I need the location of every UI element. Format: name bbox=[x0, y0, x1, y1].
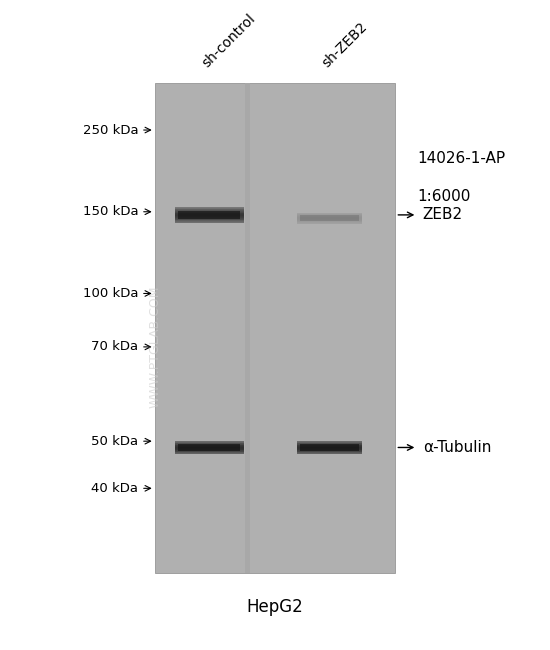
Text: WWW.PTGLAB.COM: WWW.PTGLAB.COM bbox=[148, 285, 161, 408]
Bar bbox=[175, 211, 244, 212]
Bar bbox=[175, 450, 244, 451]
Bar bbox=[175, 216, 244, 217]
Bar bbox=[175, 444, 244, 445]
Bar bbox=[297, 443, 362, 444]
Text: 150 kDa: 150 kDa bbox=[82, 205, 138, 218]
Bar bbox=[175, 214, 244, 215]
Bar bbox=[300, 215, 359, 221]
Bar bbox=[245, 83, 250, 573]
Bar bbox=[297, 445, 362, 446]
Bar bbox=[175, 219, 244, 220]
Bar bbox=[297, 452, 362, 453]
Bar bbox=[175, 215, 244, 216]
Bar bbox=[175, 217, 244, 218]
Bar bbox=[297, 444, 362, 445]
Bar bbox=[175, 445, 244, 446]
Bar bbox=[175, 221, 244, 222]
Bar bbox=[297, 447, 362, 448]
Bar bbox=[300, 444, 359, 451]
Text: 50 kDa: 50 kDa bbox=[91, 435, 138, 448]
Text: 100 kDa: 100 kDa bbox=[82, 287, 138, 300]
Bar bbox=[175, 441, 244, 442]
Text: ZEB2: ZEB2 bbox=[423, 207, 463, 222]
Bar bbox=[175, 213, 244, 214]
Bar bbox=[297, 451, 362, 452]
Text: α-Tubulin: α-Tubulin bbox=[423, 440, 491, 455]
Bar bbox=[175, 208, 244, 209]
Bar bbox=[175, 220, 244, 221]
Bar bbox=[175, 218, 244, 219]
Text: sh-control: sh-control bbox=[200, 12, 258, 70]
Bar bbox=[297, 446, 362, 447]
Text: 1:6000: 1:6000 bbox=[417, 188, 471, 203]
Bar bbox=[297, 441, 362, 442]
Bar bbox=[175, 222, 244, 223]
Bar bbox=[297, 448, 362, 449]
Bar bbox=[175, 442, 244, 443]
Text: 14026-1-AP: 14026-1-AP bbox=[417, 151, 505, 166]
Bar bbox=[175, 452, 244, 453]
Bar bbox=[175, 447, 244, 448]
Bar bbox=[175, 448, 244, 449]
Bar bbox=[175, 212, 244, 213]
Text: 40 kDa: 40 kDa bbox=[91, 482, 138, 495]
Bar bbox=[175, 207, 244, 208]
Text: sh-ZEB2: sh-ZEB2 bbox=[320, 20, 370, 70]
Bar bbox=[297, 442, 362, 443]
Bar bbox=[175, 449, 244, 450]
Bar bbox=[178, 444, 240, 451]
Bar bbox=[175, 210, 244, 211]
Bar bbox=[178, 211, 240, 219]
Bar bbox=[297, 453, 362, 454]
Text: 70 kDa: 70 kDa bbox=[91, 341, 138, 354]
FancyBboxPatch shape bbox=[155, 83, 395, 573]
Bar bbox=[297, 449, 362, 450]
Bar bbox=[175, 209, 244, 210]
Bar bbox=[175, 453, 244, 454]
Bar bbox=[175, 451, 244, 452]
Bar bbox=[297, 450, 362, 451]
Bar bbox=[175, 446, 244, 447]
Text: 250 kDa: 250 kDa bbox=[82, 124, 138, 136]
Text: HepG2: HepG2 bbox=[246, 599, 304, 616]
Bar bbox=[175, 443, 244, 444]
